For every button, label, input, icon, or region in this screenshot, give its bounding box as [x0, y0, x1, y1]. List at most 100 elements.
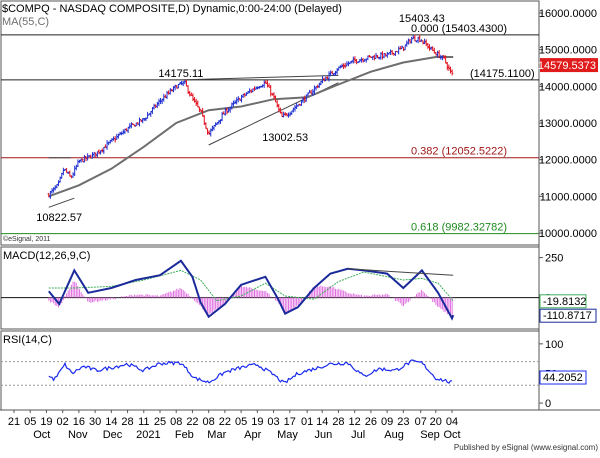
price-bar [126, 126, 130, 133]
macd-line [48, 259, 455, 321]
x-month-label: May [277, 429, 298, 441]
price-bar [331, 70, 334, 75]
price-bar [400, 45, 404, 50]
price-bar [371, 55, 374, 60]
x-tick-label: 26 [365, 416, 377, 428]
price-bar [450, 69, 454, 76]
trendline [48, 197, 75, 208]
price-bar [65, 168, 68, 173]
price-bar [254, 86, 258, 90]
price-bar [350, 60, 353, 64]
x-tick-label: 30 [89, 416, 101, 428]
x-month-label: Apr [244, 429, 261, 441]
x-month-label: Oct [33, 429, 50, 441]
x-tick-label: 25 [154, 416, 166, 428]
price-bar [52, 187, 55, 193]
x-tick-label: 02 [57, 416, 69, 428]
macd-value-tag [539, 308, 597, 323]
x-tick-label: 17 [284, 416, 296, 428]
x-tick-label: 19 [251, 416, 263, 428]
price-bar [217, 120, 221, 125]
price-bar [139, 119, 143, 122]
macd-trendline [347, 268, 454, 276]
price-bar [62, 167, 65, 176]
price-bar [429, 46, 433, 51]
price-bar [78, 159, 81, 163]
price-bar [143, 118, 146, 121]
x-tick-label: 19 [40, 416, 52, 428]
price-bar [219, 119, 222, 124]
macd-value: -110.8717 [543, 310, 592, 322]
price-annotation: 14175.11 [158, 68, 203, 80]
signal-line [48, 269, 454, 302]
price-bar [282, 111, 285, 118]
price-tick-label: 13000.0000 [539, 118, 597, 130]
price-tick-label: 11000.0000 [540, 191, 597, 203]
price-bar [122, 129, 125, 135]
x-month-label: Dec [103, 429, 123, 441]
x-tick-label: 01 [301, 416, 313, 428]
rsi-title: RSI(14,C) [3, 334, 52, 346]
price-bar [194, 98, 198, 106]
price-bar [113, 135, 117, 143]
x-tick-label: 23 [397, 416, 409, 428]
x-month-label: Feb [175, 429, 194, 441]
price-bar [421, 40, 425, 45]
price-bar [444, 55, 447, 64]
price-bar [199, 109, 203, 113]
x-month-label: Jun [315, 429, 333, 441]
macd-title: MACD(12,26,9,C) [3, 250, 90, 262]
price-bar [439, 54, 443, 60]
price-bar [214, 122, 217, 127]
macd-tick-label: 250 [545, 253, 563, 265]
price-bar [340, 63, 344, 68]
x-tick-label: 05 [235, 416, 247, 428]
price-bar [263, 80, 266, 88]
last-price-tag [540, 58, 598, 73]
price-bar [133, 124, 136, 127]
price-bar [316, 84, 319, 89]
ma-legend: MA(55,C) [2, 16, 49, 28]
price-bar [335, 68, 339, 75]
x-tick-label: 12 [349, 416, 361, 428]
trendline [180, 74, 339, 81]
x-tick-label: 14 [105, 416, 117, 428]
price-bar [104, 144, 107, 149]
price-bar [173, 84, 177, 91]
signal-value-tag [539, 294, 587, 309]
price-tick-label: 12000.0000 [539, 155, 597, 167]
x-tick-label: 22 [186, 416, 198, 428]
x-month-label: Jul [351, 429, 365, 441]
x-month-label: Mar [207, 429, 226, 441]
x-month-label: Aug [384, 429, 404, 441]
x-month-label: Oct [443, 429, 460, 441]
x-tick-label: 08 [170, 416, 182, 428]
price-bar [426, 43, 430, 49]
chart-title: $COMPQ - NASDAQ COMPOSITE,D) Dynamic,0:0… [2, 3, 342, 15]
rsi-tick-label: 100 [545, 339, 563, 351]
rsi-tick-label: 0 [545, 398, 551, 410]
level-label: 0.000 (15403.4300) [411, 23, 507, 35]
price-bar [57, 180, 60, 187]
price-bar [96, 151, 99, 158]
price-bar [148, 113, 151, 116]
price-bar [178, 82, 182, 85]
price-bar [196, 100, 200, 108]
rsi-value: 44.2052 [543, 372, 583, 384]
price-bar [172, 86, 175, 93]
x-tick-label: 05 [24, 416, 36, 428]
price-bar [352, 56, 355, 64]
watermark: ©eSignal, 2011 [3, 235, 51, 243]
price-bar [115, 133, 119, 140]
price-bar [175, 85, 178, 89]
price-annotation: 15403.43 [399, 13, 445, 25]
price-bar [67, 171, 70, 174]
price-bar [318, 82, 321, 88]
price-tick-label: 16000.0000 [539, 8, 597, 20]
price-bar [180, 80, 183, 86]
x-tick-label: 03 [267, 416, 279, 428]
signal-value: -19.8132 [543, 296, 586, 308]
price-bar [379, 52, 383, 60]
price-bar [88, 155, 91, 157]
x-tick-label: 28 [121, 416, 133, 428]
